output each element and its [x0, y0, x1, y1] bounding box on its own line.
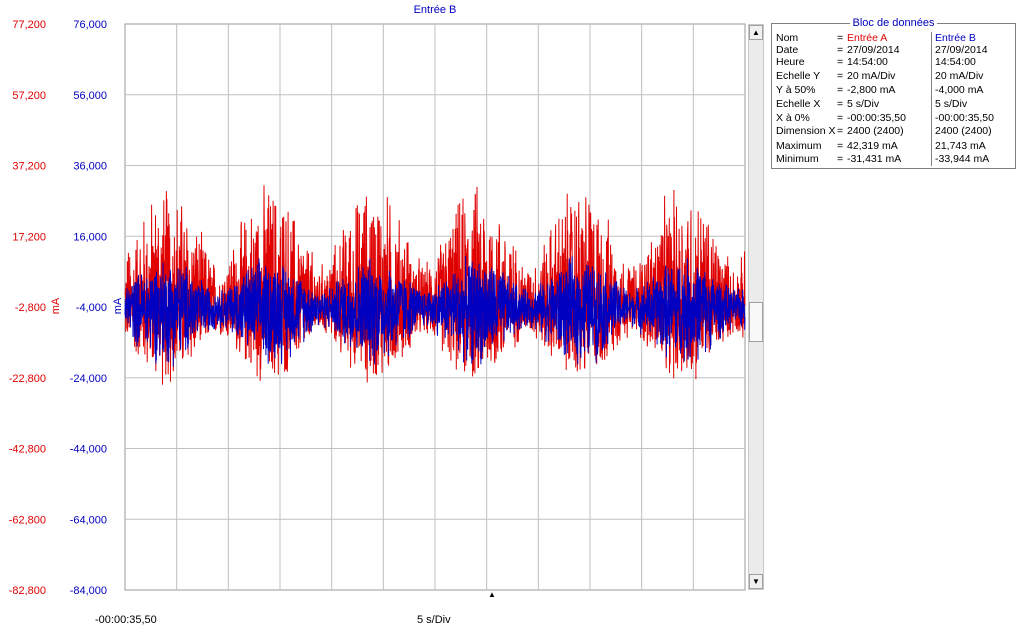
y-axis-a-tick-label: -22,800	[9, 373, 46, 385]
series-line-entree-b	[124, 255, 746, 367]
data-block-cell-label: Heure	[776, 56, 805, 68]
y-axis-b-tick-label: -24,000	[70, 373, 107, 385]
y-axis-a-tick-label: -62,800	[9, 514, 46, 526]
data-block-cell-a: 14:54:00	[847, 56, 888, 68]
data-block-cell-eq: =	[837, 125, 844, 137]
y-axis-a-tick-label: -82,800	[9, 585, 46, 597]
y-axis-b-tick-label: -64,000	[70, 514, 107, 526]
x-axis-scale-label: 5 s/Div	[417, 614, 451, 626]
data-block-cell-label: Nom	[776, 32, 799, 44]
data-block-cell-a: 5 s/Div	[847, 98, 880, 110]
scroll-up-button[interactable]: ▲	[749, 25, 763, 40]
data-block-cell-eq: =	[837, 32, 844, 44]
y-axis-b-tick-label: -44,000	[70, 444, 107, 456]
data-block-cell-b: 27/09/2014	[935, 44, 988, 56]
data-block-cell-label: Minimum	[776, 153, 819, 165]
y-axis-b-tick-label: 16,000	[73, 231, 107, 243]
y-axis-a-tick-label: 17,200	[12, 231, 46, 243]
data-block-cell-a: -00:00:35,50	[847, 112, 906, 124]
y-axis-b-tick-label: 56,000	[73, 90, 107, 102]
data-block-cell-eq: =	[837, 112, 844, 124]
data-block-cell-label: Echelle Y	[776, 70, 821, 82]
data-block-cell-b: 14:54:00	[935, 56, 976, 68]
y-axis-a-tick-label: 57,200	[12, 90, 46, 102]
data-block-cell-a: 2400 (2400)	[847, 125, 904, 137]
data-block-cell-a: -2,800 mA	[847, 84, 896, 96]
data-block-cell-label: Dimension X	[776, 125, 836, 137]
x-axis-start-label: -00:00:35,50	[95, 614, 157, 626]
y-axis-a-tick-label: 77,200	[12, 19, 46, 31]
cursor-marker[interactable]: ▲	[488, 590, 496, 599]
data-block-cell-label: Y à 50%	[776, 84, 816, 96]
data-block-cell-b: 20 mA/Div	[935, 70, 984, 82]
y-axis-a-tick-label: 37,200	[12, 161, 46, 173]
data-block-cell-a: 42,319 mA	[847, 140, 898, 152]
data-block-title: Bloc de données	[772, 17, 1015, 29]
data-block-cell-b: 5 s/Div	[935, 98, 968, 110]
y-axis-b-tick-label: 76,000	[73, 19, 107, 31]
y-axis-b-tick-label: 36,000	[73, 161, 107, 173]
y-axis-a-tick-label: -42,800	[9, 444, 46, 456]
data-block-cell-eq: =	[837, 98, 844, 110]
data-block-cell-b: -33,944 mA	[935, 153, 990, 165]
y-axis-a-unit: mA	[50, 297, 62, 314]
series-layer	[124, 185, 746, 385]
data-block-cell-a: -31,431 mA	[847, 153, 902, 165]
data-block-cell-eq: =	[837, 44, 844, 56]
data-block-cell-a: Entrée A	[847, 32, 888, 44]
data-block-cell-a: 20 mA/Div	[847, 70, 896, 82]
data-block-cell-eq: =	[837, 70, 844, 82]
y-axis-a-ticks: 77,200 57,200 37,200 17,200 -2,800 -22,800 -42…	[9, 19, 46, 597]
data-block-cell-eq: =	[837, 140, 844, 152]
data-block-cell-a: 27/09/2014	[847, 44, 900, 56]
data-block-panel: Bloc de données Nom = Entrée A Entrée B Date…	[771, 17, 1016, 169]
data-block-cell-b: -00:00:35,50	[935, 112, 994, 124]
chart-title: Entrée B	[414, 4, 457, 16]
y-axis-b-unit: mA	[112, 297, 124, 314]
data-block-cell-eq: =	[837, 153, 844, 165]
data-block-cell-label: X à 0%	[776, 112, 810, 124]
data-block-cell-b: Entrée B	[935, 32, 976, 44]
data-block-cell-eq: =	[837, 84, 844, 96]
data-block-cell-b: 2400 (2400)	[935, 125, 992, 137]
y-axis-b-tick-label: -84,000	[70, 585, 107, 597]
data-block-cell-b: 21,743 mA	[935, 140, 986, 152]
data-block-cell-label: Date	[776, 44, 799, 56]
data-block-cell-label: Maximum	[776, 140, 822, 152]
data-block-cell-label: Echelle X	[776, 98, 821, 110]
y-axis-b-tick-label: -4,000	[76, 302, 107, 314]
data-block-cell-eq: =	[837, 56, 844, 68]
series-line-entree-a	[124, 185, 746, 385]
data-block-cell-b: -4,000 mA	[935, 84, 984, 96]
scroll-down-button[interactable]: ▼	[749, 574, 763, 589]
data-block-separator	[931, 32, 932, 166]
scroll-thumb[interactable]	[749, 302, 763, 342]
vertical-scrollbar[interactable]: ▲ ▼	[748, 24, 764, 590]
y-axis-a-tick-label: -2,800	[15, 302, 46, 314]
y-axis-b-ticks: 76,000 56,000 36,000 16,000 -4,000 -24,000 -44…	[70, 19, 107, 597]
